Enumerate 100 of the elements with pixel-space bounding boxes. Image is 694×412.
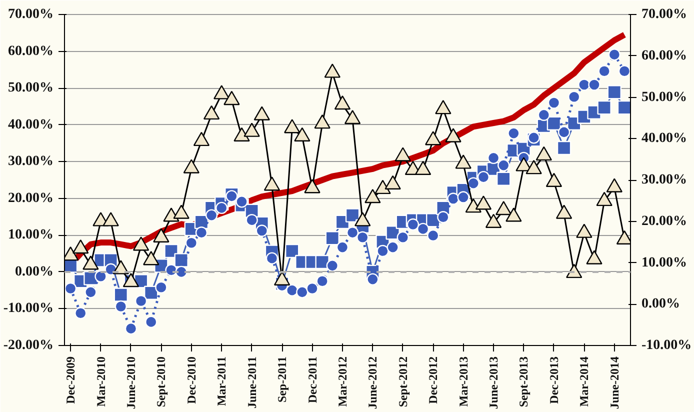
point [224,90,240,106]
y-tick-label: 20.00% [8,190,54,206]
y-tick-label: 40.00% [8,117,54,132]
point [84,286,97,298]
x-tick-label: Dec-2010 [184,356,198,404]
x-tick-label: June-2014 [607,356,622,410]
point [226,190,238,202]
point [266,252,278,264]
point [607,85,622,100]
x-tick-label: Sept-2012 [396,356,410,408]
y2-tick-label: 60.00% [642,48,687,64]
point [183,159,200,174]
point [475,196,492,210]
point [366,273,379,286]
point [174,253,188,268]
point [435,100,452,114]
point [306,282,318,295]
x-tick-label: Dec-2013 [546,356,561,404]
point [425,131,442,146]
point [445,128,462,142]
point [386,241,399,254]
point [134,294,148,308]
point [618,65,630,78]
y2-tick-label: 30.00% [642,172,687,188]
point [598,65,610,78]
point [538,108,550,121]
point [427,229,440,242]
y-tick-label: -20.00% [3,338,54,353]
point [102,212,119,226]
point [304,179,320,194]
y2-tick-label: 50.00% [642,90,687,105]
x-tick-label: June-2013 [486,356,501,410]
point [414,160,432,175]
point [203,105,220,120]
point [185,236,198,249]
point [286,284,298,296]
y-tick-label: 30.00% [8,154,54,170]
point [576,224,592,238]
y-tick-label: 50.00% [8,80,54,96]
point [195,226,208,239]
point [528,132,540,144]
point [558,126,570,138]
point [487,152,500,164]
y-tick-label: 10.00% [8,228,54,243]
point [234,127,250,142]
x-tick-label: Mar-2011 [214,356,229,406]
point [325,231,340,246]
point [344,110,361,124]
point [124,322,138,335]
point [536,146,552,161]
point [264,176,280,191]
point [457,191,470,204]
x-tick-label: Sept-2013 [516,356,531,408]
point [384,175,401,190]
point [447,192,460,205]
point [132,236,150,251]
y2-tick-label: -10.00% [642,338,692,353]
point [608,48,620,61]
point [374,180,391,194]
point [364,188,381,204]
point [346,226,359,239]
point [394,147,411,162]
point [64,282,77,295]
point [376,244,389,258]
point [72,239,89,254]
point [244,122,260,137]
point [546,172,562,187]
x-tick-label: June-2011 [244,356,259,409]
point [143,251,160,266]
point [336,241,349,254]
point [173,204,190,219]
y2-tick-label: 70.00% [642,7,687,22]
y-tick-label: -10.00% [3,301,54,316]
point [556,140,572,156]
x-tick-label: Dec-2012 [426,356,440,404]
y2-tick-label: 20.00% [642,214,687,229]
point [74,307,87,320]
point [568,90,580,103]
point [406,218,420,231]
point [496,172,511,186]
point [578,78,590,91]
point [548,96,560,109]
point [236,196,248,208]
point [467,177,480,190]
point [153,228,170,242]
point [477,170,490,184]
point [334,95,351,110]
x-tick-label: Sept-2010 [154,356,168,408]
point [193,132,210,146]
point [516,157,532,172]
point [506,208,522,222]
x-tick-label: June-2010 [124,356,138,410]
point [274,271,290,286]
point [114,300,127,313]
point [437,211,450,224]
y2-tick-label: 40.00% [642,131,687,146]
point [246,214,258,226]
x-tick-label: Sep-2011 [275,356,290,403]
point [508,127,520,140]
point [296,286,308,298]
